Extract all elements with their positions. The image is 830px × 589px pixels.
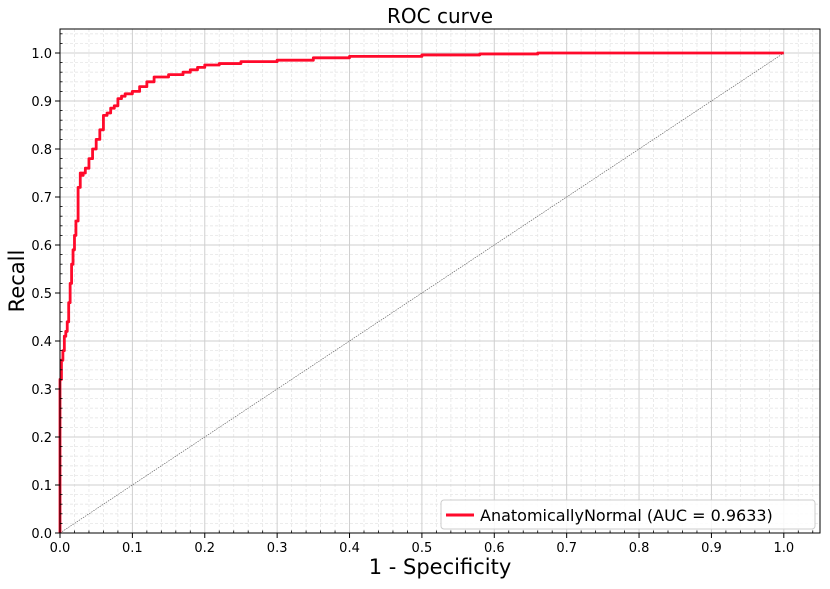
ticks — [55, 33, 814, 538]
series-layer — [58, 51, 784, 534]
x-tick-label: 0.3 — [267, 541, 288, 556]
x-axis-label: 1 - Specificity — [369, 555, 512, 579]
x-tick-label: 0.6 — [484, 541, 505, 556]
y-tick-label: 0.8 — [31, 143, 52, 158]
x-tick-label: 0.9 — [701, 541, 722, 556]
x-tick-label: 0.2 — [194, 541, 215, 556]
y-tick-label: 0.1 — [31, 479, 52, 494]
x-tick-label: 0.1 — [122, 541, 143, 556]
x-tick-label: 0.5 — [412, 541, 433, 556]
roc-curve-line — [58, 51, 784, 533]
y-tick-label: 0.4 — [31, 335, 52, 350]
legend-box — [440, 499, 816, 530]
y-tick-label: 0.0 — [31, 527, 52, 542]
legend-label: AnatomicallyNormal (AUC = 0.9633) — [480, 506, 773, 525]
chance-diagonal-line — [59, 52, 784, 534]
y-tick-label: 0.2 — [31, 431, 52, 446]
x-tick-label: 0.0 — [50, 541, 71, 556]
plot-frame — [59, 28, 821, 534]
y-tick-label: 0.5 — [31, 287, 52, 302]
y-tick-label: 0.9 — [31, 95, 52, 110]
x-tick-label: 0.7 — [556, 541, 577, 556]
x-tick-label: 1.0 — [773, 541, 794, 556]
x-tick-label: 0.4 — [339, 541, 360, 556]
x-tick-label: 0.8 — [629, 541, 650, 556]
y-tick-label: 0.7 — [31, 191, 52, 206]
y-tick-label: 0.3 — [31, 383, 52, 398]
legend: AnatomicallyNormal (AUC = 0.9633) — [440, 499, 816, 530]
chart-title: ROC curve — [387, 4, 493, 28]
minor-grid — [60, 29, 820, 533]
tick-labels: 0.0 0.1 0.2 0.3 0.4 0.5 0.6 0.7 0.8 0.9 1.0 0.0 0.1 0… — [31, 47, 794, 556]
y-axis-label: Recall — [5, 250, 29, 313]
y-tick-label: 0.6 — [31, 239, 52, 254]
y-tick-label: 1.0 — [31, 47, 52, 62]
